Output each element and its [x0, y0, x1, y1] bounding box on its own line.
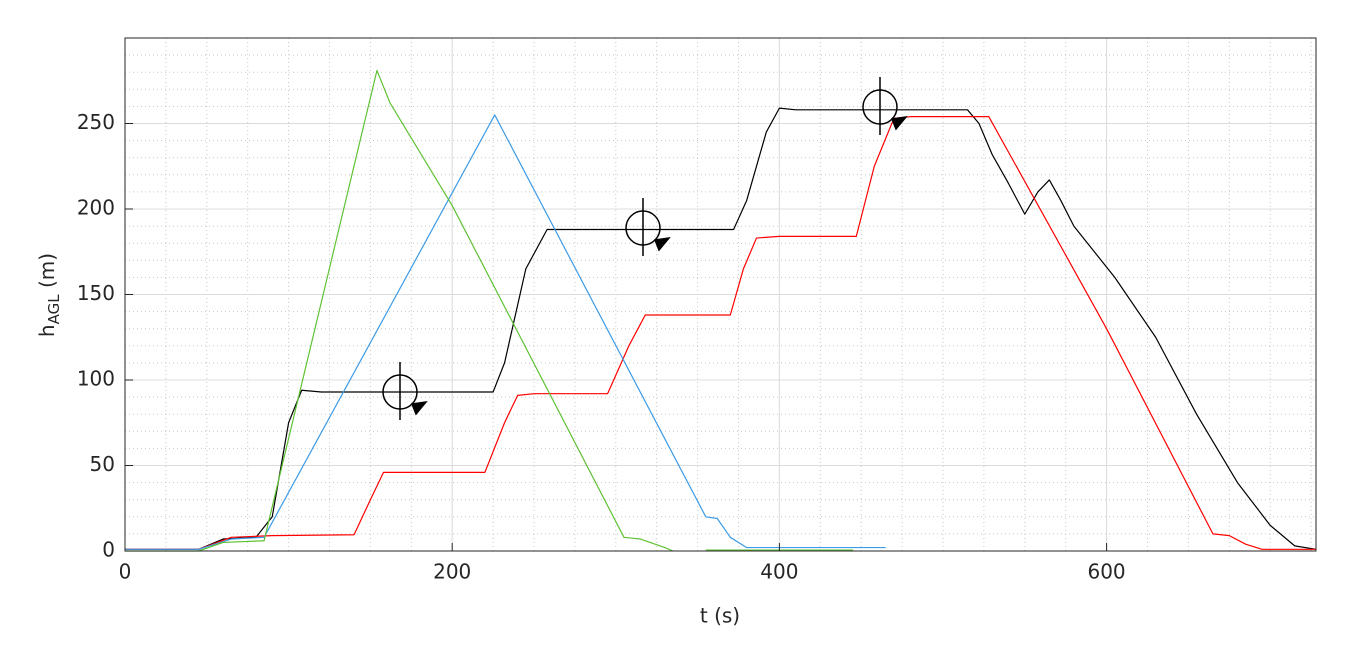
series-line [125, 114, 886, 550]
x-axis-label: t (s) [700, 604, 740, 628]
y-tick-label: 250 [77, 110, 115, 134]
series-line [125, 107, 1317, 550]
y-label-sub: AGL [45, 294, 63, 325]
y-tick-label: 0 [102, 538, 115, 562]
rotation-icons [382, 77, 908, 420]
rotation-icon [862, 77, 908, 135]
labels: 0 200 400 600 0 50 100 150 200 250 [77, 110, 1126, 584]
y-tick-label: 50 [90, 452, 115, 476]
rotation-icon [382, 362, 428, 420]
x-tick-label: 600 [1087, 560, 1125, 584]
x-tick-label: 200 [433, 560, 471, 584]
y-tick-label: 100 [77, 367, 115, 391]
rotation-icon [625, 198, 671, 256]
y-label-main: h [35, 324, 59, 337]
x-tick-label: 400 [760, 560, 798, 584]
series-line [125, 116, 1316, 550]
y-tick-label: 150 [77, 281, 115, 305]
x-tick-label: 0 [119, 560, 132, 584]
y-label-rest: (m) [35, 253, 59, 294]
y-axis-label: hAGL (m) [35, 253, 63, 337]
grid [124, 37, 1316, 552]
y-tick-label: 200 [77, 196, 115, 220]
